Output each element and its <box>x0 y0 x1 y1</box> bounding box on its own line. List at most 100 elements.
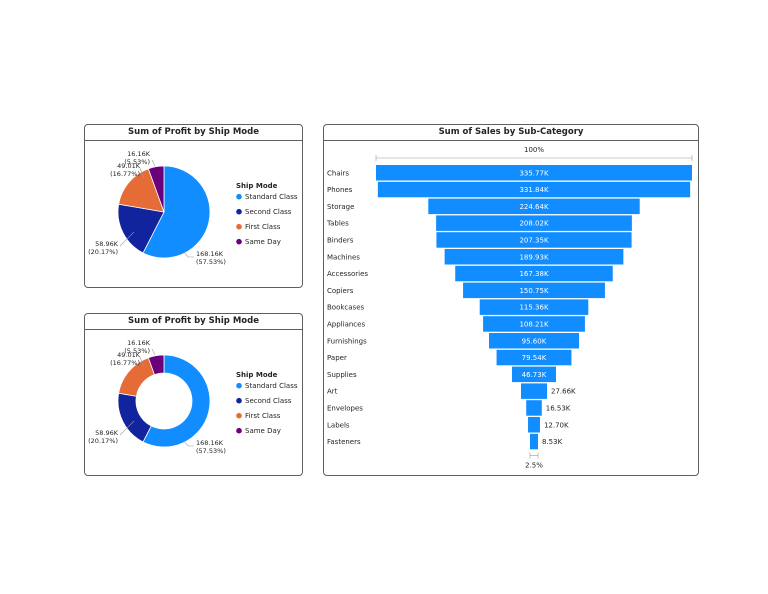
donut-leader-same-day <box>151 348 156 356</box>
funnel-category-label-supplies: Supplies <box>327 371 357 379</box>
donut-label-value-second-class: 58.96K <box>95 429 119 437</box>
funnel-category-label-binders: Binders <box>327 236 354 244</box>
pie-label-value-standard-class: 168.16K <box>196 250 224 258</box>
funnel-category-label-paper: Paper <box>327 354 347 362</box>
funnel-bar-appliances[interactable] <box>483 316 585 332</box>
funnel-value-label-supplies: 46.73K <box>522 371 547 379</box>
funnel-value-label-binders: 207.35K <box>519 236 548 244</box>
funnel-category-label-envelopes: Envelopes <box>327 404 363 412</box>
funnel-value-label-tables: 208.02K <box>519 220 548 228</box>
funnel-value-label-appliances: 108.21K <box>519 320 548 328</box>
funnel-category-label-furnishings: Furnishings <box>327 337 367 345</box>
funnel-category-label-machines: Machines <box>327 253 360 261</box>
donut-label-percent-standard-class: (57.53%) <box>196 447 226 455</box>
pie-label-percent-first-class: (16.77%) <box>110 170 140 178</box>
funnel-value-label-envelopes: 16.53K <box>546 404 571 412</box>
funnel-value-label-storage: 224.64K <box>519 203 548 211</box>
donut-legend-marker-first-class[interactable] <box>236 412 242 419</box>
donut-legend-label-first-class: First Class <box>245 412 281 420</box>
funnel-bar-chairs[interactable] <box>376 165 692 181</box>
funnel-category-label-labels: Labels <box>327 421 350 429</box>
donut-legend-marker-same-day[interactable] <box>236 427 242 434</box>
funnel-value-label-furnishings: 95.60K <box>522 337 547 345</box>
funnel-bar-binders[interactable] <box>436 232 632 248</box>
funnel-category-label-art: Art <box>327 388 338 396</box>
pie-legend-marker-first-class[interactable] <box>236 223 242 230</box>
pie-slice-same-day[interactable] <box>147 165 165 213</box>
donut-slice-standard-class[interactable] <box>142 354 211 448</box>
donut-legend-label-second-class: Second Class <box>245 397 292 405</box>
funnel-bottom-percent: 2.5% <box>525 462 543 470</box>
funnel-bar-paper[interactable] <box>496 349 572 366</box>
donut-slice-same-day[interactable] <box>147 354 165 376</box>
funnel-bar-envelopes[interactable] <box>526 400 542 416</box>
pie-chart-title: Sum of Profit by Ship Mode <box>85 125 302 141</box>
funnel-category-label-bookcases: Bookcases <box>327 304 365 312</box>
donut-legend-marker-standard-class[interactable] <box>236 382 242 389</box>
funnel-bar-art[interactable] <box>520 383 548 399</box>
funnel-bar-phones[interactable] <box>377 181 691 198</box>
pie-label-percent-same-day: (5.53%) <box>124 158 150 166</box>
funnel-category-label-accessories: Accessories <box>327 270 368 278</box>
funnel-bar-bookcases[interactable] <box>479 299 589 315</box>
donut-leader-standard-class <box>183 440 194 447</box>
pie-slice-second-class[interactable] <box>117 203 165 254</box>
funnel-value-label-phones: 331.84K <box>519 186 548 194</box>
funnel-value-label-fasteners: 8.53K <box>542 438 563 446</box>
donut-label-percent-first-class: (16.77%) <box>110 359 140 367</box>
funnel-category-label-tables: Tables <box>326 220 349 228</box>
pie-legend-marker-same-day[interactable] <box>236 238 242 245</box>
donut-legend-title: Ship Mode <box>236 371 278 379</box>
funnel-category-label-phones: Phones <box>327 186 353 194</box>
donut-slice-second-class[interactable] <box>117 392 152 443</box>
donut-legend-label-same-day: Same Day <box>245 427 281 435</box>
pie-label-value-second-class: 58.96K <box>95 240 119 248</box>
funnel-value-label-accessories: 167.38K <box>519 270 548 278</box>
funnel-value-label-machines: 189.93K <box>519 253 548 261</box>
pie-legend-label-second-class: Second Class <box>245 208 292 216</box>
pie-slice-standard-class[interactable] <box>142 165 211 259</box>
pie-label-percent-second-class: (20.17%) <box>88 248 118 256</box>
funnel-value-label-bookcases: 115.36K <box>519 304 548 312</box>
funnel-bar-accessories[interactable] <box>455 265 613 282</box>
donut-label-value-same-day: 16.16K <box>127 339 151 347</box>
funnel-bar-tables[interactable] <box>436 215 632 231</box>
funnel-value-label-copiers: 150.75K <box>519 287 548 295</box>
funnel-value-label-labels: 12.70K <box>544 421 569 429</box>
pie-legend-label-same-day: Same Day <box>245 238 281 246</box>
funnel-category-label-copiers: Copiers <box>327 287 354 295</box>
funnel-category-label-appliances: Appliances <box>327 320 365 328</box>
pie-legend-marker-second-class[interactable] <box>236 208 242 215</box>
funnel-category-label-storage: Storage <box>327 203 354 211</box>
funnel-top-percent: 100% <box>524 146 544 154</box>
pie-label-value-same-day: 16.16K <box>127 150 151 158</box>
funnel-category-label-chairs: Chairs <box>327 169 349 177</box>
donut-leader-second-class <box>119 420 135 436</box>
pie-leader-first-class <box>139 167 145 179</box>
funnel-chart-title: Sum of Sales by Sub-Category <box>324 125 698 141</box>
donut-legend-label-standard-class: Standard Class <box>245 382 298 390</box>
pie-label-percent-standard-class: (57.53%) <box>196 258 226 266</box>
pie-leader-standard-class <box>183 251 194 258</box>
funnel-bar-machines[interactable] <box>444 249 624 265</box>
funnel-bar-copiers[interactable] <box>463 282 605 299</box>
donut-legend-marker-second-class[interactable] <box>236 397 242 404</box>
funnel-value-label-art: 27.66K <box>551 388 576 396</box>
pie-leader-same-day <box>151 159 156 167</box>
funnel-bar-storage[interactable] <box>428 198 640 215</box>
donut-label-percent-same-day: (5.53%) <box>124 347 150 355</box>
pie-legend-marker-standard-class[interactable] <box>236 193 242 200</box>
pie-legend-label-first-class: First Class <box>245 223 281 231</box>
funnel-bar-fasteners[interactable] <box>529 433 539 450</box>
funnel-value-label-paper: 79.54K <box>522 354 547 362</box>
funnel-bar-supplies[interactable] <box>512 366 556 383</box>
funnel-value-label-chairs: 335.77K <box>519 169 548 177</box>
funnel-bar-labels[interactable] <box>528 417 540 433</box>
funnel-category-label-fasteners: Fasteners <box>327 438 361 446</box>
donut-label-percent-second-class: (20.17%) <box>88 437 118 445</box>
pie-slice-first-class[interactable] <box>118 168 165 213</box>
pie-leader-second-class <box>119 231 135 247</box>
funnel-bar-furnishings[interactable] <box>489 333 579 349</box>
donut-label-value-standard-class: 168.16K <box>196 439 224 447</box>
